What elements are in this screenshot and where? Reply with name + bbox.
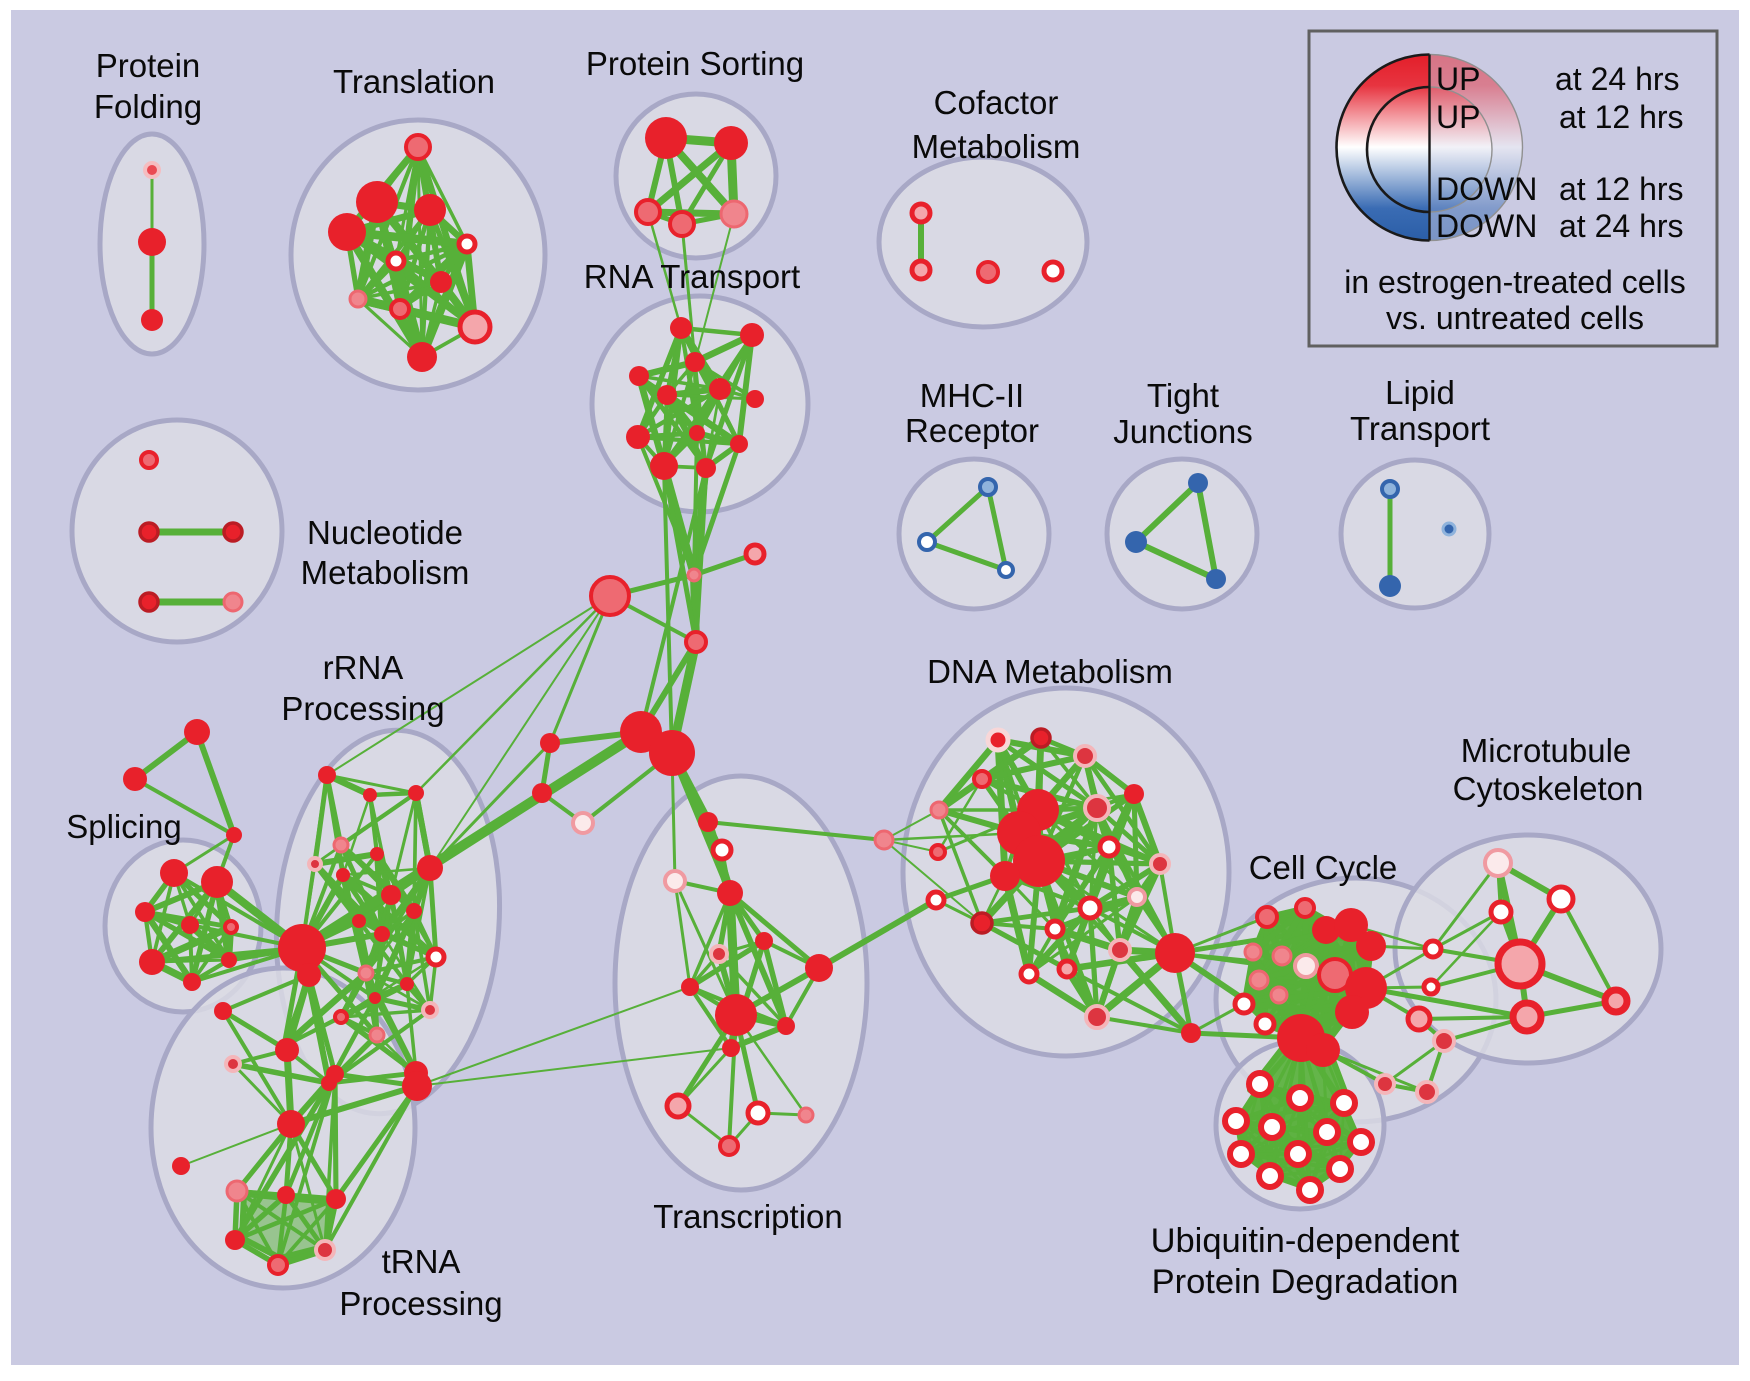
svg-text:Metabolism: Metabolism <box>301 554 470 591</box>
svg-text:Translation: Translation <box>333 63 495 100</box>
svg-text:Junctions: Junctions <box>1113 413 1252 450</box>
svg-text:Splicing: Splicing <box>66 808 182 845</box>
svg-text:Nucleotide: Nucleotide <box>307 514 463 551</box>
svg-text:at 24 hrs: at 24 hrs <box>1555 61 1680 97</box>
svg-text:Ubiquitin-dependent: Ubiquitin-dependent <box>1151 1222 1460 1260</box>
svg-text:UP: UP <box>1436 61 1480 97</box>
svg-text:rRNA: rRNA <box>323 649 404 686</box>
svg-text:at 12 hrs: at 12 hrs <box>1559 171 1684 207</box>
svg-text:RNA Transport: RNA Transport <box>584 258 800 295</box>
svg-text:Microtubule: Microtubule <box>1461 732 1632 769</box>
svg-text:vs. untreated cells: vs. untreated cells <box>1386 300 1644 336</box>
svg-text:Tight: Tight <box>1147 377 1219 414</box>
svg-text:at 12 hrs: at 12 hrs <box>1559 99 1684 135</box>
svg-text:Transcription: Transcription <box>653 1198 843 1235</box>
svg-text:DNA Metabolism: DNA Metabolism <box>927 653 1173 690</box>
svg-text:in estrogen-treated cells: in estrogen-treated cells <box>1344 264 1686 300</box>
svg-text:Protein Sorting: Protein Sorting <box>586 45 804 82</box>
svg-text:Metabolism: Metabolism <box>912 128 1081 165</box>
svg-text:Receptor: Receptor <box>905 412 1039 449</box>
svg-text:Cell Cycle: Cell Cycle <box>1249 849 1398 886</box>
svg-text:Processing: Processing <box>339 1285 502 1322</box>
svg-text:Lipid: Lipid <box>1385 374 1455 411</box>
svg-text:Folding: Folding <box>94 88 202 125</box>
svg-text:Transport: Transport <box>1350 410 1490 447</box>
svg-text:UP: UP <box>1436 99 1480 135</box>
svg-text:DOWN: DOWN <box>1436 171 1537 207</box>
svg-text:at 24 hrs: at 24 hrs <box>1559 208 1684 244</box>
svg-text:DOWN: DOWN <box>1436 208 1537 244</box>
svg-text:Cofactor: Cofactor <box>934 84 1059 121</box>
svg-text:tRNA: tRNA <box>382 1243 461 1280</box>
svg-text:Cytoskeleton: Cytoskeleton <box>1453 770 1644 807</box>
svg-text:Protein: Protein <box>96 47 201 84</box>
svg-text:Protein Degradation: Protein Degradation <box>1152 1263 1459 1301</box>
svg-text:Processing: Processing <box>281 690 444 727</box>
svg-text:MHC-II: MHC-II <box>920 377 1024 414</box>
